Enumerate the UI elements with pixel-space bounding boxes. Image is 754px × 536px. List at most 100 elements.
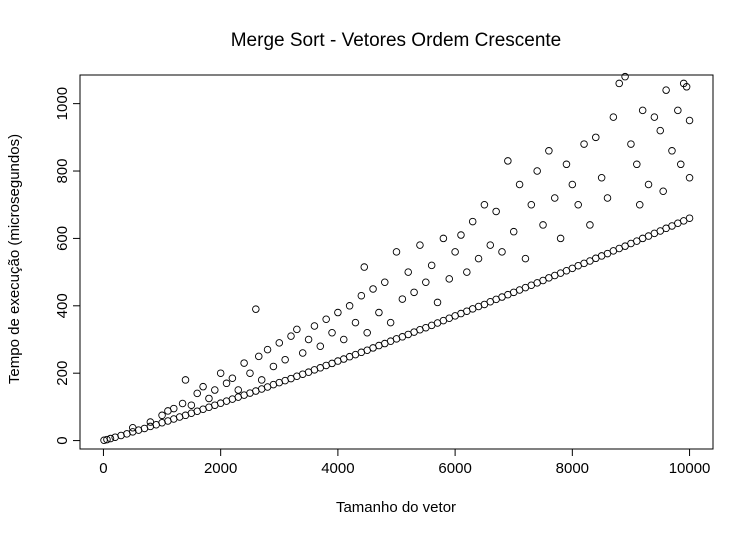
data-point (621, 72, 629, 81)
data-point (685, 174, 694, 182)
data-point (492, 207, 500, 216)
data-point (416, 241, 424, 249)
data-point (392, 248, 401, 256)
data-point (659, 187, 667, 195)
data-point (275, 339, 284, 347)
data-point (106, 434, 115, 443)
data-point (439, 234, 448, 243)
x-tick-label: 4000 (321, 460, 354, 477)
data-point (580, 140, 588, 148)
x-tick-label: 8000 (556, 460, 589, 477)
data-point (199, 382, 207, 391)
data-point (345, 302, 354, 310)
data-point (310, 322, 319, 330)
data-point (216, 369, 225, 377)
chart-title: Merge Sort - Vetores Ordem Crescente (231, 30, 562, 51)
data-point (463, 268, 471, 276)
data-point (509, 227, 518, 236)
data-point (222, 379, 231, 388)
data-point (269, 362, 278, 371)
data-point (357, 291, 366, 300)
data-point (527, 200, 536, 209)
data-point (386, 318, 395, 327)
data-point (281, 355, 289, 364)
scatter-points (100, 72, 694, 444)
data-point (597, 174, 606, 182)
y-tick-label: 600 (54, 226, 71, 251)
data-point (451, 248, 459, 256)
data-point (298, 349, 307, 357)
x-tick-label: 0 (99, 460, 107, 477)
data-point (287, 332, 295, 340)
data-point (504, 157, 512, 165)
plot-frame (79, 74, 714, 450)
data-point (334, 308, 342, 317)
data-point (304, 335, 313, 344)
data-point (360, 263, 369, 271)
data-point (562, 160, 571, 169)
x-tick-label: 10000 (669, 460, 711, 477)
data-point (187, 401, 196, 409)
data-point (433, 298, 442, 307)
data-point (322, 315, 330, 324)
data-point (533, 167, 541, 175)
data-point (316, 342, 325, 350)
data-point (293, 325, 301, 334)
data-point (574, 200, 582, 209)
data-point (445, 275, 454, 283)
x-axis: 0 2000 4000 6000 8000 10000 (99, 448, 711, 477)
data-point (685, 214, 694, 222)
data-point (228, 374, 237, 382)
data-point (677, 160, 685, 169)
data-point (668, 147, 676, 155)
data-point (627, 140, 635, 148)
data-point (545, 147, 553, 155)
x-tick-label: 2000 (204, 460, 237, 477)
data-point (592, 133, 600, 142)
data-point (328, 329, 336, 337)
data-point (404, 268, 412, 276)
data-point (515, 180, 524, 189)
data-point (178, 399, 187, 408)
data-point (656, 126, 665, 135)
data-point (170, 404, 178, 413)
data-point (662, 86, 670, 94)
data-point (158, 411, 166, 420)
data-point (480, 200, 489, 209)
data-point (146, 418, 155, 426)
data-point (586, 221, 594, 229)
data-point (255, 352, 263, 361)
data-point (556, 234, 565, 243)
data-point (234, 386, 242, 394)
data-point (381, 278, 389, 286)
data-point (205, 394, 213, 403)
data-point (369, 285, 377, 293)
data-point (615, 79, 623, 88)
data-point (498, 248, 506, 256)
data-point (457, 231, 465, 239)
data-point (474, 254, 483, 263)
data-point (211, 386, 219, 394)
data-point (568, 180, 577, 189)
data-point (682, 83, 691, 91)
data-point (539, 221, 547, 229)
data-point (685, 116, 694, 125)
data-point (410, 288, 418, 297)
y-axis-label: Tempo de execução (microsegundos) (6, 134, 23, 384)
data-point (486, 241, 495, 249)
data-point (650, 113, 659, 121)
data-point (181, 376, 190, 384)
data-point (521, 254, 530, 263)
y-tick-label: 1000 (54, 87, 71, 120)
y-tick-label: 400 (54, 293, 71, 318)
data-point (246, 369, 254, 377)
data-point (351, 318, 360, 327)
data-point (363, 329, 371, 337)
data-point (340, 335, 348, 344)
x-tick-label: 6000 (438, 460, 471, 477)
data-point (644, 180, 653, 189)
data-point (638, 106, 647, 115)
data-point (427, 261, 436, 270)
data-point (603, 194, 612, 202)
